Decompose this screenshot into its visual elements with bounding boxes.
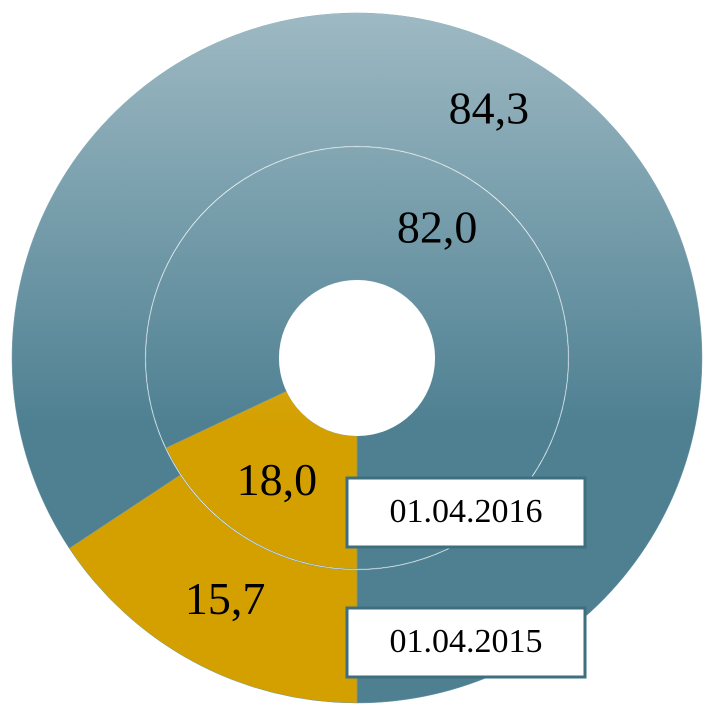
legend-label: 01.04.2016: [390, 493, 543, 530]
data-label: 15,7: [185, 573, 266, 624]
legend-box: [345, 476, 587, 549]
data-label: 84,3: [449, 82, 530, 133]
hole: [279, 280, 435, 436]
legend-box: [345, 606, 587, 679]
legend-label: 01.04.2015: [390, 623, 543, 660]
data-label: 82,0: [397, 201, 478, 252]
data-label: 18,0: [237, 454, 318, 505]
